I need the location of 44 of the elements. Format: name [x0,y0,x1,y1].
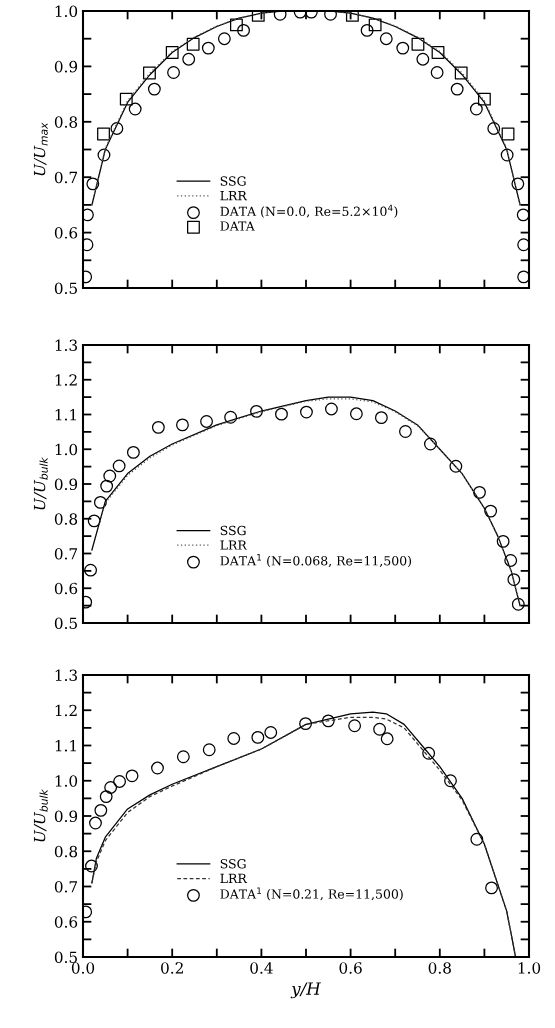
y-tick-label: 1.1 [55,408,76,421]
y-tick-label: 1.0 [55,775,78,787]
y-tick-label: 0.6 [54,227,78,239]
y-axis-title: U/U$_{max}$ [33,122,48,176]
y-tick-label: 1.1 [55,739,76,752]
y-tick-label: 0.5 [54,617,77,630]
x-tick-label: 0.6 [339,962,362,974]
y-tick-label: 1.3 [55,669,78,682]
y-tick-label: 0.8 [54,116,78,128]
y-tick-label: 0.9 [54,810,78,823]
y-tick-label: 0.7 [54,547,78,560]
y-tick-label: 0.6 [54,916,78,928]
y-tick-label: 1.2 [55,374,77,386]
y-tick-label: 0.5 [54,282,77,295]
y-tick-label: 0.8 [54,513,78,525]
legend-label: DATA$^{1}$ (N=0.21, Re=11,500) [220,887,403,901]
y-tick-label: 0.8 [54,845,78,858]
y-tick-label: 0.9 [54,478,78,491]
y-tick-label: 0.6 [54,582,78,595]
legend-label: SSG [220,176,246,186]
y-tick-label: 1.0 [55,5,78,18]
legend-label: LRR [220,873,248,883]
legend-label: DATA$^{1}$ (N=0.068, Re=11,500) [220,554,412,568]
legend-label: DATA [220,221,255,231]
x-tick-label: 0.0 [71,962,95,974]
y-tick-label: 1.3 [55,339,78,352]
legend-label: LRR [220,191,248,201]
x-tick-label: 0.2 [161,962,183,974]
y-tick-label: 0.5 [54,951,77,964]
legend-label: DATA (N=0.0, Re=5.2×10$^{4}$) [220,204,398,218]
legend-label: SSG [220,525,246,536]
y-tick-label: 1.2 [55,704,77,717]
legend-label: SSG [220,859,246,869]
x-tick-label: 0.4 [250,962,273,974]
y-tick-label: 0.7 [54,171,78,184]
x-tick-label: 1.0 [518,962,541,974]
y-axis-title: U/U$_{bulk}$ [33,456,48,510]
legend-label: LRR [220,540,248,550]
x-axis-title: y/H [290,982,322,999]
y-tick-label: 1.0 [55,443,78,456]
y-tick-label: 0.9 [54,60,78,73]
y-tick-label: 0.7 [54,880,78,893]
y-axis-title: U/U$_{bulk}$ [33,788,48,842]
x-tick-label: 0.8 [428,962,451,974]
